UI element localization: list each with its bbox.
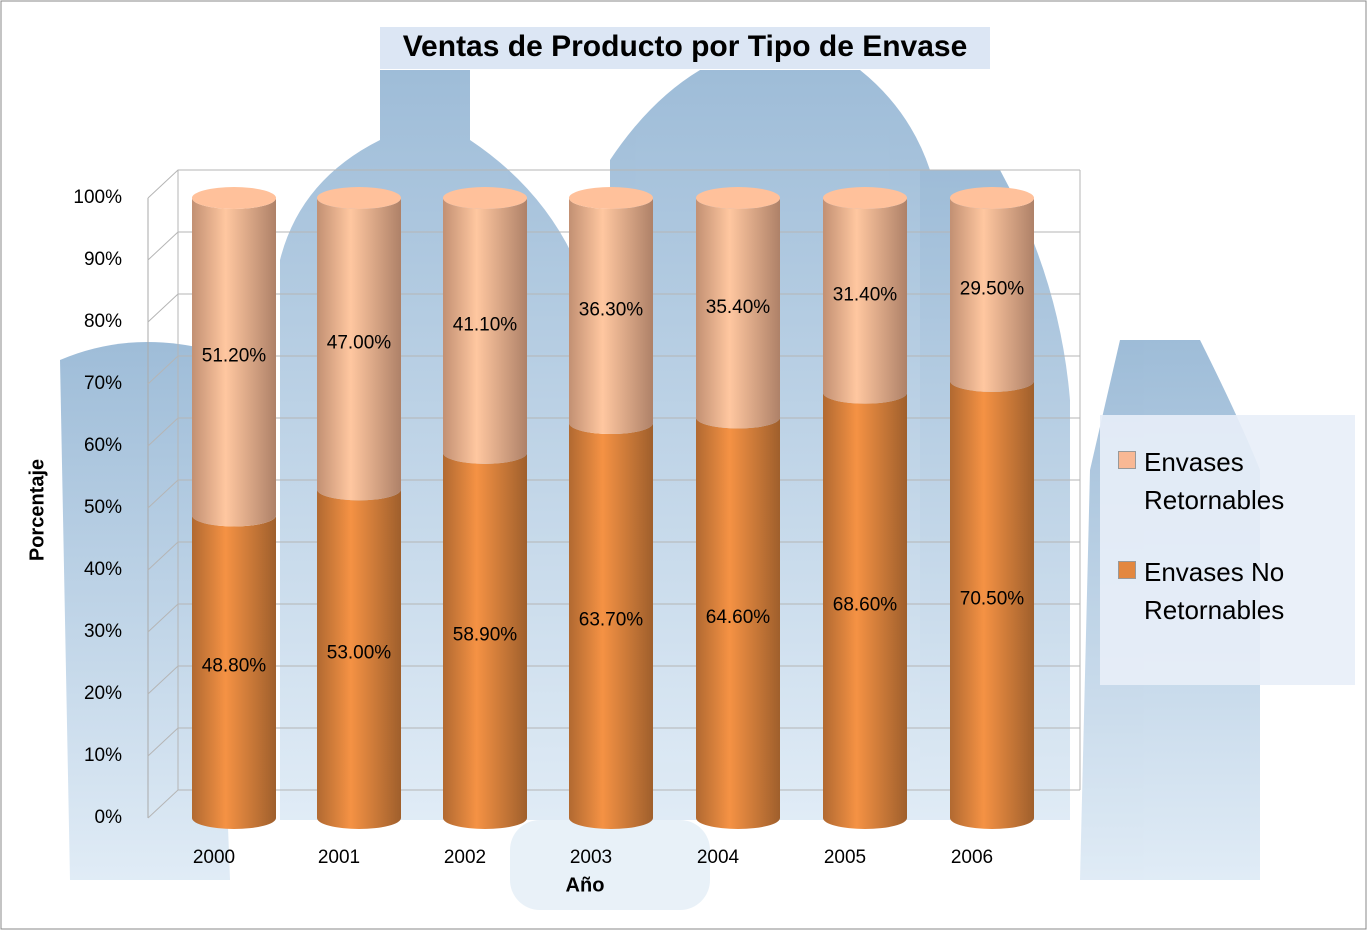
legend-item: Envases No Retornables: [1118, 553, 1345, 629]
x-tick-label: 2005: [824, 847, 866, 868]
data-label: 41.10%: [453, 314, 518, 335]
legend-swatch: [1118, 451, 1136, 469]
y-axis-title: Porcentaje: [26, 459, 48, 561]
data-label: 63.70%: [579, 610, 644, 631]
data-label: 48.80%: [202, 656, 267, 677]
cylinder-top: [696, 187, 780, 209]
cylinder-segment: [569, 198, 653, 435]
y-tick-label: 90%: [84, 249, 122, 270]
cylinder-top: [443, 187, 527, 209]
cylinder-segment: [317, 489, 401, 829]
y-tick-label: 70%: [84, 373, 122, 394]
y-tick-label: 100%: [73, 187, 122, 208]
cylinder-top: [950, 187, 1034, 209]
cylinder-top: [823, 187, 907, 209]
data-label: 70.50%: [960, 588, 1025, 609]
cylinder-segment: [569, 423, 653, 829]
cylinder-segment: [317, 198, 401, 501]
data-label: 68.60%: [833, 594, 898, 615]
cylinder-segment: [950, 198, 1034, 392]
cylinder-segment: [950, 380, 1034, 829]
y-tick-label: 0%: [95, 807, 123, 828]
y-tick-label: 20%: [84, 683, 122, 704]
data-label: 47.00%: [327, 333, 392, 354]
y-tick-label: 30%: [84, 621, 122, 642]
y-tick-label: 50%: [84, 497, 122, 518]
cylinder-top: [317, 187, 401, 209]
x-tick-label: 2003: [570, 847, 612, 868]
cylinder-segment: [823, 198, 907, 404]
data-label: 31.40%: [833, 284, 898, 305]
cylinder-top: [569, 187, 653, 209]
data-label: 58.90%: [453, 624, 518, 645]
data-label: 35.40%: [706, 297, 771, 318]
data-label: 53.00%: [327, 643, 392, 664]
cylinder-segment: [443, 452, 527, 829]
legend-label: Envases No Retornables: [1144, 557, 1285, 625]
data-label: 29.50%: [960, 278, 1025, 299]
y-tick-label: 40%: [84, 559, 122, 580]
cylinder-segment: [192, 198, 276, 527]
data-label: 64.60%: [706, 607, 771, 628]
cylinder-segment: [696, 417, 780, 829]
cylinder-top: [192, 187, 276, 209]
y-tick-label: 10%: [84, 745, 122, 766]
x-tick-label: 2001: [318, 847, 360, 868]
legend: Envases Retornables Envases No Retornable…: [1100, 415, 1355, 685]
cylinder-segment: [696, 198, 780, 429]
cylinder-segment: [443, 198, 527, 464]
y-tick-label: 60%: [84, 435, 122, 456]
legend-item: Envases Retornables: [1118, 443, 1345, 519]
title-box: [380, 27, 990, 69]
x-axis-title: Año: [566, 874, 605, 896]
x-tick-label: 2000: [193, 847, 235, 868]
data-label: 36.30%: [579, 300, 644, 321]
x-tick-label: 2006: [951, 847, 993, 868]
cylinder-segment: [823, 392, 907, 829]
y-tick-label: 80%: [84, 311, 122, 332]
legend-label: Envases Retornables: [1144, 447, 1285, 515]
x-tick-label: 2002: [444, 847, 486, 868]
x-tick-label: 2004: [697, 847, 740, 868]
data-label: 51.20%: [202, 346, 267, 367]
legend-swatch: [1118, 561, 1136, 579]
chart-title: Ventas de Producto por Tipo de Envase: [403, 30, 968, 63]
cylinder-segment: [192, 515, 276, 829]
